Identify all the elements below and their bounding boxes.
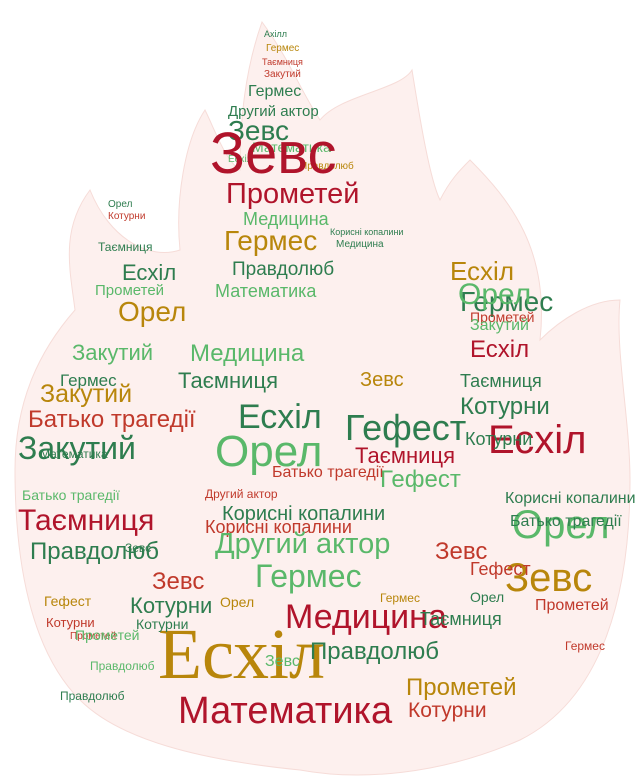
flame-silhouette xyxy=(14,20,631,776)
